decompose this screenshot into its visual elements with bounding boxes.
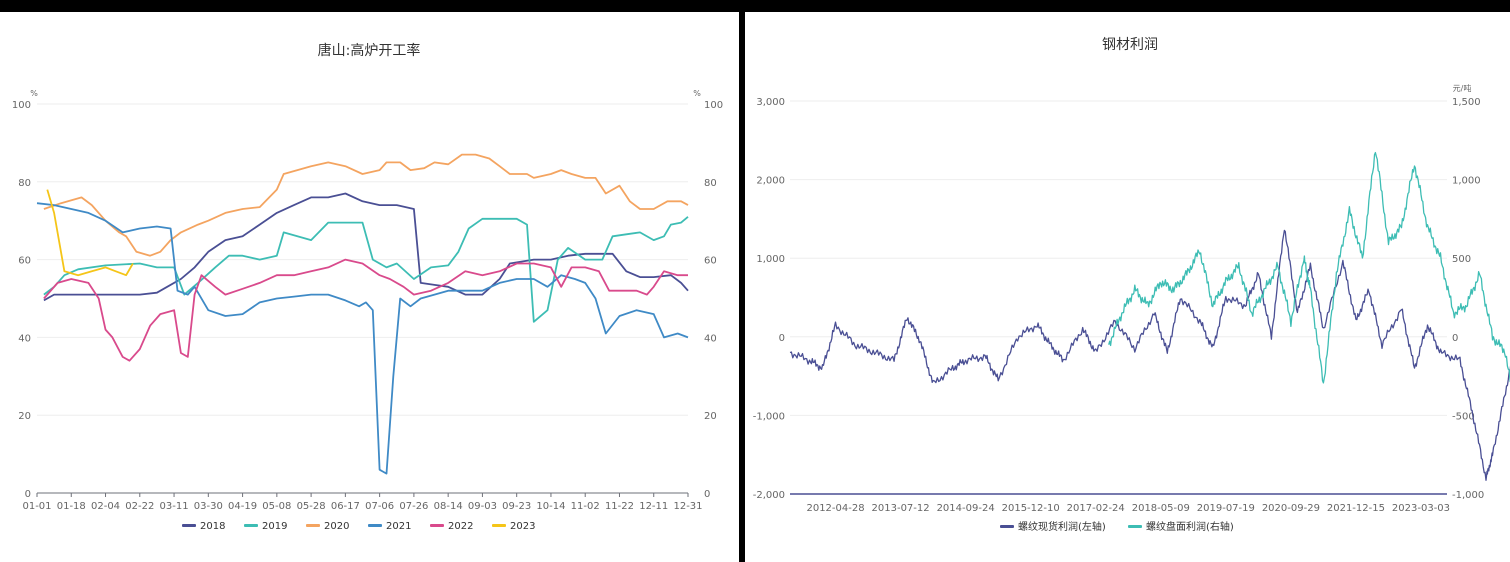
y-unit-right: 元/吨	[1453, 83, 1472, 93]
legend-label[interactable]: 螺纹盘面利润(右轴)	[1146, 520, 1234, 533]
series-line-2020	[43, 153, 689, 257]
y-tick-label-left: 100	[12, 100, 31, 111]
x-tick-label: 07-26	[399, 501, 428, 512]
y-tick-label-right: 20	[704, 411, 717, 422]
legend-label[interactable]: 2023	[510, 521, 535, 532]
y-tick-label-left: 20	[18, 411, 31, 422]
chart-title: 唐山:高炉开工率	[318, 42, 421, 59]
y-tick-label-right: 40	[704, 333, 717, 344]
y-tick-label-left: -2,000	[753, 490, 785, 501]
x-tick-label: 05-28	[297, 501, 326, 512]
x-tick-label: 06-17	[331, 501, 360, 512]
x-tick-label: 12-31	[673, 501, 702, 512]
y-tick-label-left: 1,000	[756, 254, 785, 265]
series-line-2022	[43, 258, 688, 362]
y-tick-label-left: 0	[25, 489, 31, 500]
x-tick-label: 04-19	[228, 501, 257, 512]
series-line-spot-profit	[789, 229, 1510, 481]
x-tick-label: 10-14	[536, 501, 565, 512]
x-tick-label: 09-03	[468, 501, 497, 512]
y-tick-label-left: 0	[779, 333, 785, 344]
x-tick-label: 2020-09-29	[1262, 503, 1320, 514]
y-tick-label-left: -1,000	[753, 411, 785, 422]
x-tick-label: 05-08	[262, 501, 291, 512]
legend-label[interactable]: 2019	[262, 521, 287, 532]
legend-label[interactable]: 2022	[448, 521, 473, 532]
y-tick-label-right: 100	[704, 100, 723, 111]
x-tick-label: 03-11	[160, 501, 189, 512]
y-unit-left: %	[30, 89, 38, 98]
legend: 螺纹现货利润(左轴) 螺纹盘面利润(右轴)	[1000, 520, 1234, 533]
series-line-2019	[43, 216, 689, 323]
legend-swatch[interactable]	[1128, 525, 1142, 528]
x-tick-label: 03-30	[194, 501, 223, 512]
x-tick-label: 2019-07-19	[1197, 503, 1255, 514]
y-tick-label-right: 0	[704, 489, 710, 500]
y-tick-label-right: 80	[704, 178, 717, 189]
x-tick-label: 01-18	[57, 501, 86, 512]
x-tick-label: 2023-03-03	[1392, 503, 1450, 514]
legend-swatch[interactable]	[182, 524, 196, 527]
y-tick-label-right: 60	[704, 256, 717, 267]
series-line-2023	[46, 189, 134, 277]
y-tick-label-right: 500	[1452, 254, 1471, 265]
x-tick-label: 2014-09-24	[937, 503, 995, 514]
x-tick-label: 02-22	[125, 501, 154, 512]
legend-swatch[interactable]	[368, 524, 382, 527]
series-line-futures-profit	[1108, 151, 1510, 384]
x-tick-label: 2012-04-28	[806, 503, 864, 514]
legend-label[interactable]: 2021	[386, 521, 411, 532]
chart-title: 钢材利润	[1102, 37, 1158, 53]
x-tick-label: 09-23	[502, 501, 531, 512]
series-line-2018	[43, 192, 689, 302]
legend-swatch[interactable]	[244, 524, 258, 527]
x-tick-label: 2015-12-10	[1002, 503, 1060, 514]
y-tick-label-right: -1,000	[1452, 490, 1484, 501]
x-tick-label: 2018-05-09	[1132, 503, 1190, 514]
x-tick-label: 2017-02-24	[1067, 503, 1125, 514]
y-tick-label-left: 3,000	[756, 97, 785, 108]
legend-swatch[interactable]	[492, 524, 506, 527]
x-tick-label: 11-22	[605, 501, 634, 512]
legend-label[interactable]: 螺纹现货利润(左轴)	[1018, 520, 1106, 533]
y-tick-label-right: 1,000	[1452, 176, 1481, 187]
y-tick-label-left: 2,000	[756, 176, 785, 187]
series-line-2021	[36, 202, 689, 475]
y-tick-label-left: 40	[18, 333, 31, 344]
y-tick-label-right: -500	[1452, 411, 1475, 422]
x-tick-label: 12-11	[639, 501, 668, 512]
x-tick-label: 01-01	[22, 501, 51, 512]
y-tick-label-left: 80	[18, 178, 31, 189]
x-tick-label: 11-02	[571, 501, 600, 512]
legend-swatch[interactable]	[1000, 525, 1014, 528]
y-tick-label-right: 1,500	[1452, 97, 1481, 108]
chart-panel-right: 钢材利润 元/吨 -2,000 -1,000 -1,000 -500 0 0 1,000 50…	[745, 12, 1510, 562]
legend-label[interactable]: 2018	[200, 521, 225, 532]
legend: 2018 2019 2020 2021 2022 2023	[182, 521, 535, 532]
x-tick-label: 2013-07-12	[872, 503, 930, 514]
x-tick-label: 08-14	[434, 501, 463, 512]
x-tick-label: 2021-12-15	[1327, 503, 1385, 514]
legend-swatch[interactable]	[306, 524, 320, 527]
steel-profit-chart: 钢材利润 元/吨 -2,000 -1,000 -1,000 -500 0 0 1,000 50…	[753, 37, 1510, 533]
x-tick-label: 02-04	[91, 501, 120, 512]
y-tick-label-left: 60	[18, 256, 31, 267]
x-tick-label: 07-06	[365, 501, 394, 512]
legend-label[interactable]: 2020	[324, 521, 349, 532]
legend-swatch[interactable]	[430, 524, 444, 527]
y-unit-right: %	[693, 89, 701, 98]
chart-panel-left: 唐山:高炉开工率 % % 0 0 20 20 40 40 60 60 80 80 100 100 01…	[0, 12, 739, 562]
y-tick-label-right: 0	[1452, 333, 1458, 344]
